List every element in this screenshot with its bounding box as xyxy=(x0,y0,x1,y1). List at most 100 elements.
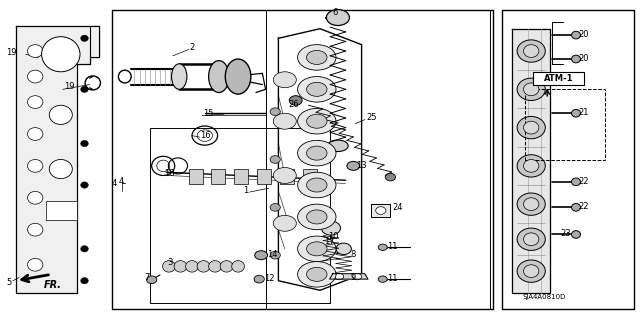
Text: ATM-1: ATM-1 xyxy=(544,74,573,83)
Ellipse shape xyxy=(524,121,539,134)
Ellipse shape xyxy=(255,251,268,260)
Text: 19: 19 xyxy=(6,48,17,57)
Text: 25: 25 xyxy=(367,113,377,122)
Ellipse shape xyxy=(572,31,580,39)
Ellipse shape xyxy=(307,146,327,160)
Ellipse shape xyxy=(81,86,88,93)
Ellipse shape xyxy=(28,45,43,57)
Text: 3: 3 xyxy=(168,258,173,267)
Ellipse shape xyxy=(524,45,539,57)
Ellipse shape xyxy=(572,178,580,186)
Text: 1: 1 xyxy=(243,186,248,195)
Ellipse shape xyxy=(81,35,88,41)
Ellipse shape xyxy=(186,261,198,272)
Bar xyxy=(189,169,203,184)
Ellipse shape xyxy=(298,262,336,287)
Polygon shape xyxy=(371,204,390,217)
Bar xyxy=(280,169,294,184)
Ellipse shape xyxy=(298,172,336,198)
Ellipse shape xyxy=(289,96,302,105)
Ellipse shape xyxy=(28,128,43,140)
Ellipse shape xyxy=(298,140,336,166)
Text: 15: 15 xyxy=(203,109,213,118)
Text: 21: 21 xyxy=(578,108,588,117)
Ellipse shape xyxy=(270,251,280,259)
Text: 17: 17 xyxy=(324,237,335,246)
Ellipse shape xyxy=(307,242,327,256)
Ellipse shape xyxy=(81,246,88,252)
Text: 14: 14 xyxy=(268,250,278,259)
Bar xyxy=(525,89,605,160)
Text: 24: 24 xyxy=(392,203,403,212)
Polygon shape xyxy=(512,29,550,293)
Bar xyxy=(533,72,584,85)
Ellipse shape xyxy=(517,260,545,282)
Ellipse shape xyxy=(28,258,43,271)
Ellipse shape xyxy=(385,173,396,181)
Ellipse shape xyxy=(524,160,539,172)
Text: 22: 22 xyxy=(578,202,588,211)
Ellipse shape xyxy=(307,178,327,192)
Ellipse shape xyxy=(42,37,80,72)
Ellipse shape xyxy=(81,182,88,188)
Ellipse shape xyxy=(328,140,348,152)
Ellipse shape xyxy=(572,204,580,211)
Ellipse shape xyxy=(347,161,360,170)
Ellipse shape xyxy=(232,261,244,272)
Ellipse shape xyxy=(298,77,336,102)
Ellipse shape xyxy=(28,96,43,108)
Ellipse shape xyxy=(524,233,539,246)
Ellipse shape xyxy=(517,228,545,250)
Text: 20: 20 xyxy=(578,30,588,39)
Ellipse shape xyxy=(209,61,229,93)
Ellipse shape xyxy=(517,78,545,100)
Ellipse shape xyxy=(307,50,327,64)
Text: SJA4A0810D: SJA4A0810D xyxy=(522,294,566,300)
Text: 19: 19 xyxy=(64,82,74,91)
Ellipse shape xyxy=(524,265,539,278)
Text: 8: 8 xyxy=(351,250,356,259)
Ellipse shape xyxy=(209,261,221,272)
Ellipse shape xyxy=(81,278,88,284)
Ellipse shape xyxy=(270,156,280,163)
Text: 2: 2 xyxy=(189,43,195,52)
Text: 6: 6 xyxy=(333,8,338,17)
Ellipse shape xyxy=(197,261,210,272)
Ellipse shape xyxy=(270,204,280,211)
Ellipse shape xyxy=(298,108,336,134)
Text: 22: 22 xyxy=(578,177,588,186)
Polygon shape xyxy=(90,26,99,57)
Ellipse shape xyxy=(49,160,72,179)
Ellipse shape xyxy=(273,167,296,183)
Polygon shape xyxy=(16,26,99,293)
Ellipse shape xyxy=(335,273,344,280)
Ellipse shape xyxy=(307,114,327,128)
Ellipse shape xyxy=(273,72,296,88)
Ellipse shape xyxy=(307,267,327,281)
Ellipse shape xyxy=(174,261,187,272)
Text: 10: 10 xyxy=(328,232,339,241)
Ellipse shape xyxy=(517,116,545,139)
Ellipse shape xyxy=(307,210,327,224)
Ellipse shape xyxy=(321,221,340,235)
Ellipse shape xyxy=(28,160,43,172)
Ellipse shape xyxy=(49,105,72,124)
Text: 12: 12 xyxy=(264,274,275,283)
Text: 5: 5 xyxy=(6,278,12,287)
Text: 13: 13 xyxy=(356,161,367,170)
Bar xyxy=(211,169,225,184)
Text: 4: 4 xyxy=(118,177,124,186)
Ellipse shape xyxy=(524,198,539,211)
Ellipse shape xyxy=(517,40,545,62)
Ellipse shape xyxy=(316,237,331,248)
Text: 26: 26 xyxy=(288,100,299,109)
Bar xyxy=(234,169,248,184)
Ellipse shape xyxy=(572,109,580,117)
Text: 18: 18 xyxy=(164,169,175,178)
Ellipse shape xyxy=(298,204,336,230)
Ellipse shape xyxy=(28,70,43,83)
Ellipse shape xyxy=(353,273,362,280)
Ellipse shape xyxy=(273,113,296,129)
Ellipse shape xyxy=(147,276,157,284)
Text: 11: 11 xyxy=(387,274,397,283)
